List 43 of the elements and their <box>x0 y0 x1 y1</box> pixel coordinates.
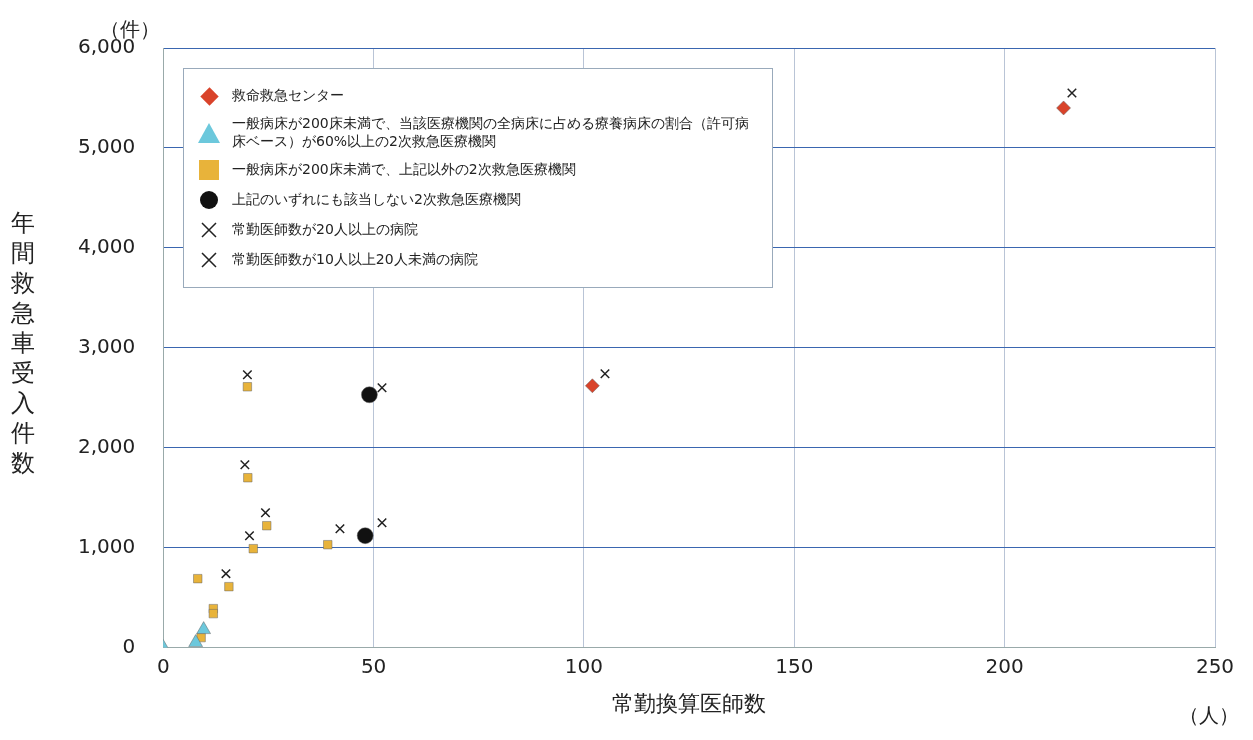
x-tick-label: 0 <box>156 653 170 678</box>
legend-label: 上記のいずれにも該当しない2次救急医療機関 <box>232 191 521 209</box>
point <box>585 378 600 394</box>
legend-label: 常勤医師数が10人以上20人未満の病院 <box>232 251 478 269</box>
y-tick-label: 0 <box>122 633 136 658</box>
text: 年間救急車受入件数 <box>11 209 35 477</box>
point <box>242 382 252 392</box>
legend-label: 救命救急センター <box>232 87 344 105</box>
point <box>1056 100 1071 116</box>
point <box>220 568 231 579</box>
y-tick-label: 4,000 <box>77 234 136 259</box>
x-tick-label: 100 <box>564 653 604 678</box>
point <box>208 609 218 619</box>
x-tick-label: 250 <box>1195 653 1235 678</box>
x-tick-label: 50 <box>360 653 387 678</box>
text: （人） <box>1179 702 1239 727</box>
point <box>323 540 333 550</box>
point <box>262 521 272 531</box>
y-tick-label: 1,000 <box>77 533 136 558</box>
y-tick-label: 5,000 <box>77 134 136 159</box>
point <box>334 523 345 534</box>
point <box>377 382 388 393</box>
y-tick-label: 2,000 <box>77 433 136 458</box>
point <box>239 459 250 470</box>
x-tick-label: 200 <box>985 653 1024 678</box>
point <box>600 368 610 379</box>
legend-label: 常勤医師数が20人以上の病院 <box>232 221 418 239</box>
legend-label: 一般病床が200床未満で、上記以外の2次救急医療機関 <box>232 161 576 179</box>
x-axis-title: 常勤換算医師数 <box>612 690 767 716</box>
point <box>377 517 388 528</box>
point <box>243 473 253 483</box>
point <box>260 507 271 518</box>
point <box>248 544 258 554</box>
x-tick-label: 150 <box>775 653 814 678</box>
point <box>1066 87 1077 98</box>
point <box>244 530 255 541</box>
y-tick-label: 3,000 <box>77 334 136 358</box>
point <box>224 582 234 592</box>
point <box>242 369 253 380</box>
point <box>361 386 378 404</box>
point <box>193 574 203 584</box>
point <box>356 527 374 544</box>
legend-label: 一般病床が200床未満で、当該医療機関の全病床に占める療養病床の割合（許可病床ベース）が60%以上の2次救急医療機関 <box>232 115 750 151</box>
